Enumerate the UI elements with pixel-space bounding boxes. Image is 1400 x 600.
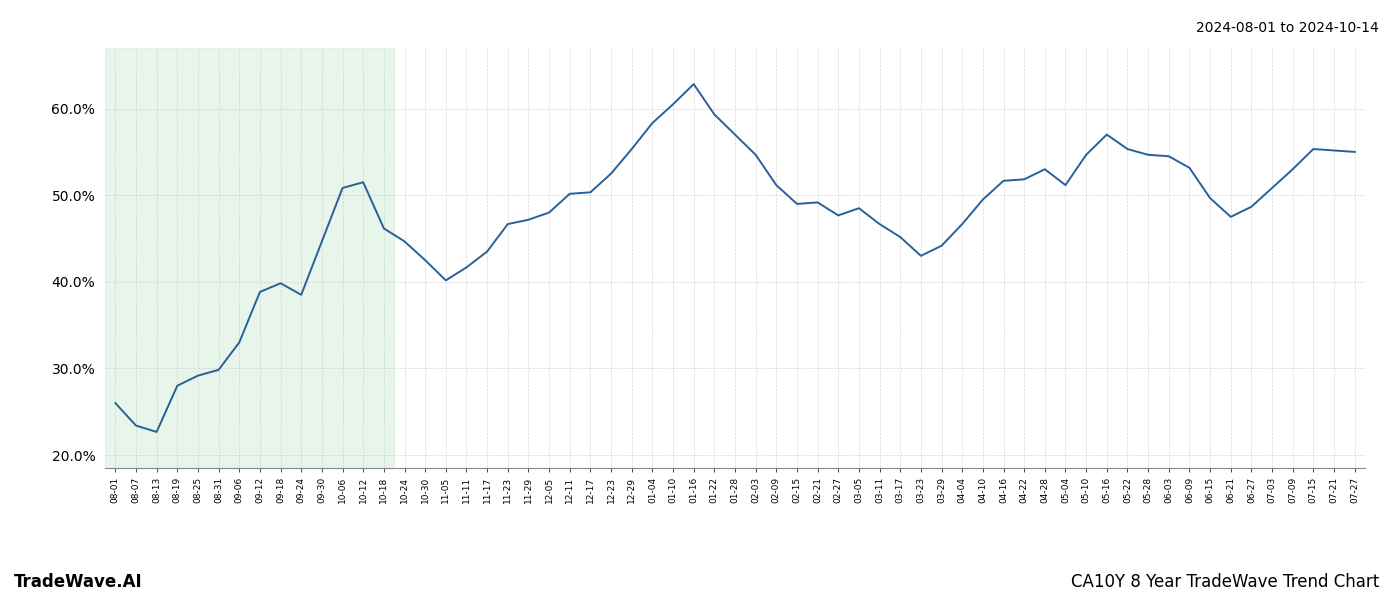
Text: TradeWave.AI: TradeWave.AI — [14, 573, 143, 591]
Text: CA10Y 8 Year TradeWave Trend Chart: CA10Y 8 Year TradeWave Trend Chart — [1071, 573, 1379, 591]
Text: 2024-08-01 to 2024-10-14: 2024-08-01 to 2024-10-14 — [1196, 21, 1379, 35]
Bar — [105, 48, 395, 468]
